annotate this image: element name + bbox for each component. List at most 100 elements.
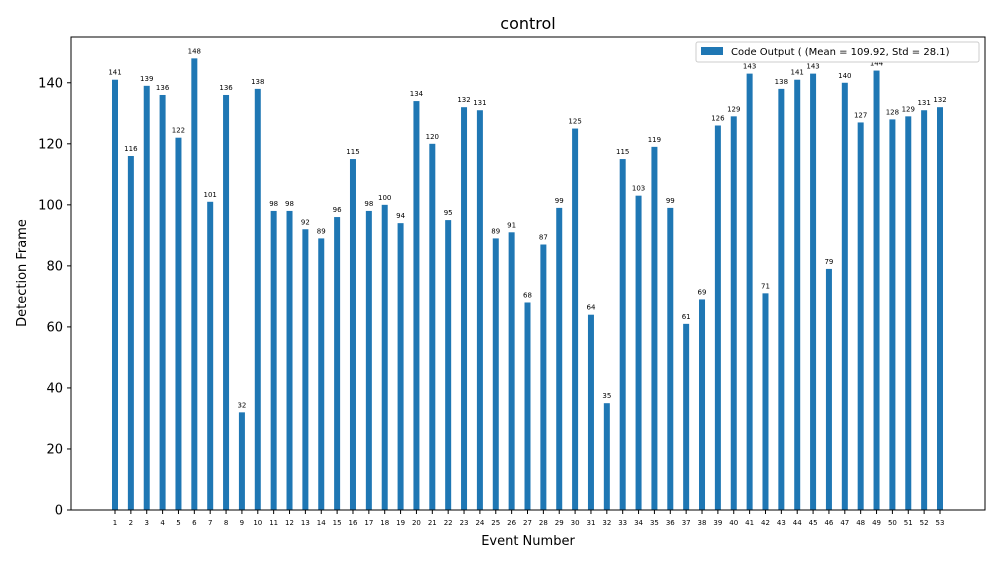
bar-value-label: 139 — [140, 75, 153, 83]
bar-value-label: 116 — [124, 145, 138, 153]
x-tick-label: 40 — [729, 519, 738, 527]
y-tick-label: 120 — [38, 137, 63, 152]
bar — [699, 299, 706, 510]
bar-value-label: 131 — [473, 99, 486, 107]
bar-value-label: 119 — [648, 136, 661, 144]
bar-value-label: 98 — [285, 200, 294, 208]
bar-value-label: 101 — [204, 191, 217, 199]
x-tick-label: 45 — [809, 519, 818, 527]
x-tick-label: 12 — [285, 519, 294, 527]
bar — [159, 94, 166, 510]
x-tick-label: 34 — [634, 519, 643, 527]
x-tick-label: 27 — [523, 519, 532, 527]
x-tick-label: 2 — [129, 519, 133, 527]
x-tick-label: 22 — [444, 519, 453, 527]
bar-value-label: 138 — [775, 78, 788, 86]
x-tick-label: 9 — [240, 519, 244, 527]
x-tick-label: 33 — [618, 519, 627, 527]
bar-value-label: 68 — [523, 291, 532, 299]
bar — [286, 210, 293, 510]
x-tick-label: 10 — [253, 519, 262, 527]
x-axis-ticks: 1 2 3 4 5 6 7 8 9 10 11 12 13 14 15 16 17 18 19 20 21 22 23 24 2… — [113, 510, 944, 527]
bar-value-label: 143 — [806, 63, 819, 71]
bar — [587, 314, 594, 510]
bar — [730, 116, 737, 510]
bar-value-label: 132 — [457, 96, 470, 104]
x-tick-label: 36 — [666, 519, 675, 527]
y-axis-ticks: 0 20 40 60 80 100 120 140 — [38, 76, 71, 519]
bar — [270, 210, 277, 510]
bar-value-label: 140 — [838, 72, 851, 80]
bar-value-label: 61 — [682, 313, 691, 321]
bar — [238, 412, 245, 510]
x-tick-label: 26 — [507, 519, 516, 527]
x-tick-label: 13 — [301, 519, 310, 527]
bar-value-label: 129 — [902, 105, 915, 113]
bar — [445, 220, 452, 510]
x-tick-label: 41 — [745, 519, 754, 527]
bar — [937, 107, 943, 510]
bar-value-label: 126 — [711, 115, 725, 123]
bar-value-label: 99 — [555, 197, 564, 205]
x-tick-label: 11 — [269, 519, 278, 527]
bar-value-label: 144 — [870, 60, 884, 68]
bar-value-label: 138 — [251, 78, 264, 86]
bar-value-label: 136 — [219, 84, 233, 92]
bar — [794, 79, 801, 510]
x-tick-label: 7 — [208, 519, 212, 527]
bar — [207, 201, 214, 511]
x-tick-label: 15 — [333, 519, 342, 527]
bar-value-label: 71 — [761, 282, 770, 290]
x-tick-label: 29 — [555, 519, 564, 527]
plot-frame — [70, 36, 986, 511]
bar — [397, 223, 404, 510]
bar — [889, 119, 896, 510]
x-tick-label: 4 — [160, 519, 165, 527]
bar-value-label: 125 — [568, 118, 581, 126]
x-tick-label: 16 — [349, 519, 358, 527]
y-tick-label: 0 — [55, 504, 63, 519]
bar-value-label: 131 — [917, 99, 930, 107]
bar — [492, 238, 499, 510]
bar-value-label: 132 — [933, 96, 946, 104]
bar-value-label: 64 — [586, 304, 595, 312]
legend-label: Code Output ( (Mean = 109.92, Std = 28.1… — [731, 47, 950, 58]
legend-box — [695, 41, 980, 63]
bar-value-label: 87 — [539, 234, 548, 242]
bar — [714, 125, 721, 510]
bar — [905, 116, 912, 510]
chart-title: control — [500, 14, 555, 33]
bar-value-label: 115 — [616, 148, 629, 156]
bar-value-label: 136 — [156, 84, 170, 92]
bar — [857, 122, 864, 510]
x-tick-label: 37 — [682, 519, 691, 527]
x-tick-label: 25 — [491, 519, 500, 527]
x-tick-label: 5 — [176, 519, 180, 527]
x-tick-label: 23 — [460, 519, 469, 527]
x-tick-label: 18 — [380, 519, 389, 527]
bar-value-label: 115 — [346, 148, 359, 156]
bar — [476, 110, 483, 511]
bar — [349, 159, 356, 510]
bar — [112, 79, 118, 510]
x-axis-label: Event Number — [481, 534, 575, 549]
bar-value-label: 134 — [410, 90, 424, 98]
x-tick-label: 20 — [412, 519, 421, 527]
bar — [746, 73, 753, 511]
bar-value-label: 103 — [632, 185, 645, 193]
x-tick-label: 50 — [888, 519, 897, 527]
x-tick-label: 51 — [904, 519, 913, 527]
bar-value-label: 35 — [602, 392, 611, 400]
y-tick-label: 60 — [46, 320, 63, 335]
bars-group — [112, 58, 943, 511]
x-tick-label: 52 — [920, 519, 929, 527]
bar — [556, 207, 563, 510]
x-tick-label: 32 — [602, 519, 611, 527]
x-tick-label: 44 — [793, 519, 802, 527]
bar — [365, 210, 372, 510]
bar-value-label: 91 — [507, 221, 516, 229]
bar — [683, 323, 690, 510]
bar-value-label: 94 — [396, 212, 405, 220]
bar-value-label: 129 — [727, 105, 740, 113]
